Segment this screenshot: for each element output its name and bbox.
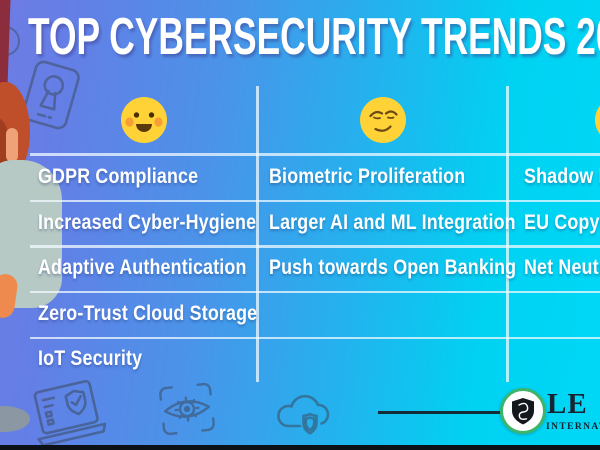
- trend-cell: Biometric Proliferation: [269, 165, 466, 188]
- row-divider: [30, 153, 600, 156]
- row-divider: [30, 290, 600, 293]
- eye-scan-icon: [153, 377, 221, 441]
- character-face: [6, 128, 18, 162]
- trend-cell: Push towards Open Banking: [269, 256, 517, 279]
- laptop-shield-check-icon: [20, 375, 116, 450]
- column-divider: [506, 86, 509, 382]
- partial-ring-icon: [0, 26, 20, 56]
- character-hand: [0, 272, 19, 320]
- trend-cell: Net Neutrality: [524, 256, 600, 279]
- partial-emoji-icon: [595, 97, 600, 143]
- trend-cell: IoT Security: [38, 347, 143, 370]
- footer-black-strip: [0, 445, 600, 450]
- column-divider: [256, 86, 259, 382]
- shield-crest-icon: [512, 398, 534, 425]
- row-divider: [30, 199, 600, 202]
- logo-wordmark: LE: [547, 388, 588, 420]
- trend-cell: GDPR Compliance: [38, 165, 199, 188]
- logo-badge: [500, 388, 546, 434]
- trend-cell: Adaptive Authentication: [38, 256, 247, 279]
- tablet-keyhole-icon: [18, 56, 84, 133]
- smirking-face-emoji-icon: [360, 97, 406, 143]
- character-hair-shade: [0, 118, 10, 176]
- row-divider: [30, 245, 600, 248]
- trend-cell: EU Copyright: [524, 211, 600, 234]
- trend-cell: Increased Cyber-Hygiene: [38, 211, 257, 234]
- cloud-shield-icon: [268, 386, 334, 440]
- blushing-smile-emoji-icon: [121, 97, 167, 143]
- row-divider: [30, 336, 600, 339]
- trend-cell: Larger AI and ML Integration: [269, 211, 516, 234]
- page-title: TOP CYBERSECURITY TRENDS 2019: [28, 8, 600, 66]
- trend-cell: Zero-Trust Cloud Storage: [38, 302, 258, 325]
- trend-cell: Shadow IT: [524, 165, 600, 188]
- logo-tagline: INTERNATIONAL: [546, 422, 600, 432]
- logo-rule-line: [378, 411, 510, 414]
